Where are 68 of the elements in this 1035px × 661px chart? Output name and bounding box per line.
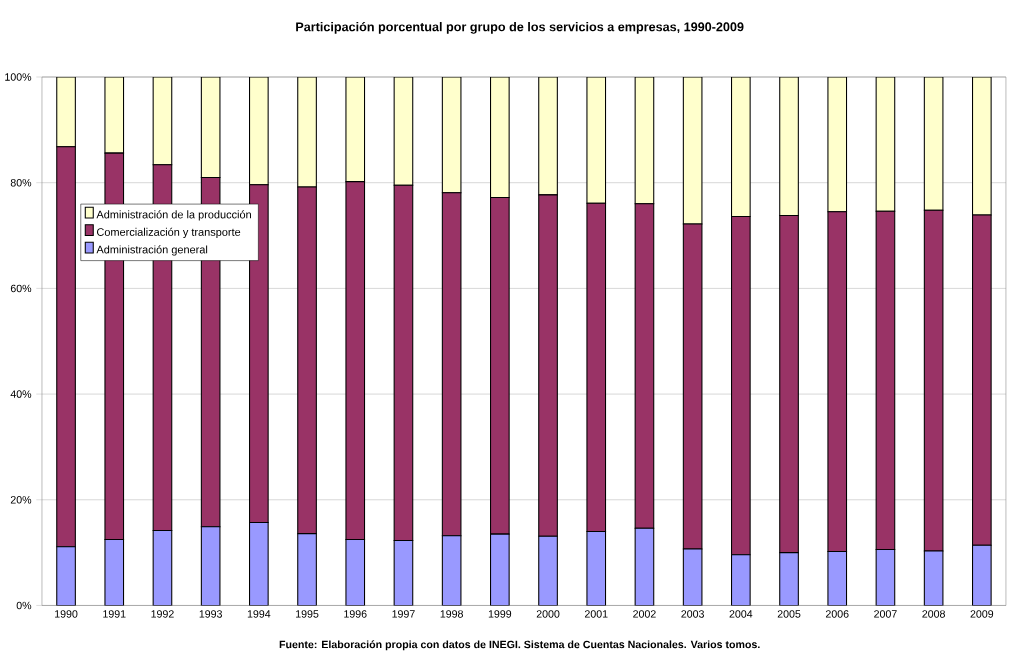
x-tick-label: 2005 bbox=[777, 610, 801, 618]
chart-title: Participación porcentual por grupo de los servicios a empresas, 1990-2009 bbox=[296, 21, 744, 34]
bar bbox=[875, 76, 896, 212]
y-tick-label: 40% bbox=[10, 390, 32, 398]
x-tick-label: 2008 bbox=[922, 610, 945, 618]
x-tick-label: 2000 bbox=[536, 610, 560, 618]
x-tick-label: 2009 bbox=[970, 610, 994, 618]
y-tick-label: 100% bbox=[5, 73, 32, 81]
x-tick-label: 1992 bbox=[151, 610, 174, 618]
y-tick-label: 0% bbox=[16, 601, 32, 610]
bar bbox=[972, 76, 992, 216]
x-tick-label: 2004 bbox=[729, 610, 753, 618]
bar bbox=[56, 76, 76, 148]
bar bbox=[393, 539, 414, 606]
source-note: Fuente: Elaboración propia con datos de INEGI. Sistema de Cuentas Nacionales. Varios tomos. bbox=[279, 640, 760, 651]
bar bbox=[923, 76, 944, 211]
x-tick-label: 1998 bbox=[440, 610, 463, 618]
bar bbox=[441, 535, 462, 606]
bar bbox=[538, 535, 558, 606]
y-tick-label: 20% bbox=[10, 495, 32, 504]
bar bbox=[682, 76, 703, 225]
bar bbox=[634, 76, 655, 205]
x-tick-label: 2001 bbox=[584, 610, 608, 618]
bar bbox=[634, 527, 655, 606]
bar bbox=[779, 551, 799, 606]
bar bbox=[345, 538, 366, 606]
legend-label: Administración general bbox=[96, 245, 208, 256]
x-tick-label: 1997 bbox=[392, 610, 415, 618]
bar bbox=[200, 76, 221, 178]
x-tick-label: 1993 bbox=[199, 610, 222, 618]
x-tick-label: 2003 bbox=[681, 610, 704, 618]
bar bbox=[586, 76, 607, 204]
bar bbox=[827, 550, 848, 606]
x-tick-label: 2006 bbox=[825, 610, 849, 618]
bar bbox=[345, 76, 366, 183]
bar bbox=[972, 544, 992, 606]
bar bbox=[538, 76, 558, 196]
x-tick-label: 2007 bbox=[874, 610, 897, 618]
bar bbox=[490, 533, 510, 606]
bar bbox=[490, 76, 510, 198]
bar bbox=[827, 76, 848, 213]
x-tick-label: 1996 bbox=[344, 610, 367, 618]
bar bbox=[297, 76, 317, 188]
bar bbox=[152, 76, 173, 166]
bar bbox=[152, 529, 173, 606]
x-tick-label: 1991 bbox=[103, 610, 126, 618]
bar bbox=[779, 76, 799, 216]
bar bbox=[104, 538, 125, 606]
x-tick-label: 2002 bbox=[633, 610, 656, 618]
y-tick-label: 80% bbox=[10, 178, 32, 187]
bar bbox=[875, 548, 896, 606]
legend-label: Comercialización y transporte bbox=[97, 227, 241, 238]
x-tick-label: 1994 bbox=[247, 610, 271, 618]
bar bbox=[393, 76, 414, 186]
x-tick-label: 1999 bbox=[488, 610, 512, 618]
y-tick-label: 60% bbox=[10, 284, 32, 293]
bar bbox=[731, 554, 751, 606]
bar bbox=[586, 530, 607, 606]
bar bbox=[731, 76, 751, 217]
x-tick-label: 1995 bbox=[296, 610, 319, 618]
bar bbox=[200, 526, 221, 606]
bar bbox=[249, 521, 269, 606]
bar bbox=[56, 546, 76, 606]
x-tick-label: 1990 bbox=[55, 610, 78, 618]
bar bbox=[441, 76, 462, 194]
bar bbox=[297, 532, 317, 606]
legend-label: Administración de la producción bbox=[96, 210, 251, 221]
bar bbox=[249, 76, 269, 186]
